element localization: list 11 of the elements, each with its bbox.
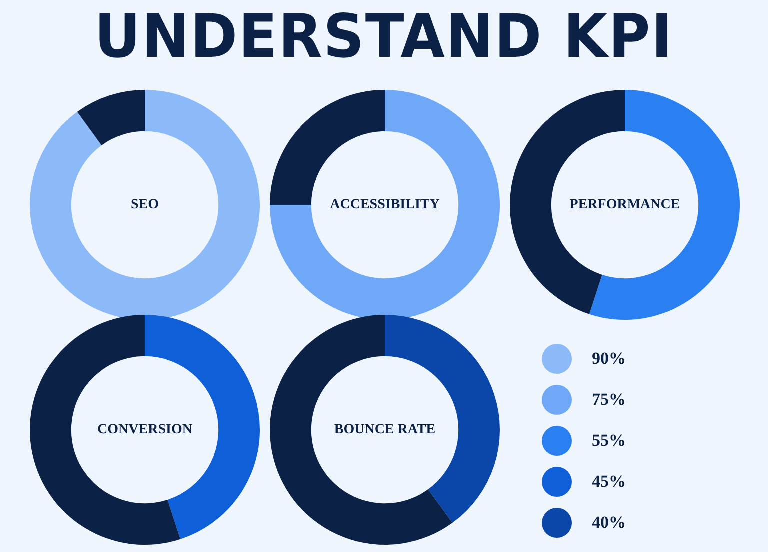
text: PERFORMANCE <box>570 198 680 213</box>
legend-label: 55% <box>592 430 626 450</box>
text: BOUNCE RATE <box>334 422 436 438</box>
text: UNDERSTAND KPI <box>93 2 675 72</box>
legend-label: 75% <box>592 390 626 410</box>
legend-label: 90% <box>592 348 626 368</box>
text: CONVERSION <box>98 422 192 438</box>
legend-label: 40% <box>592 512 626 532</box>
legend-label: 45% <box>592 472 626 492</box>
text: ACCESSIBILITY <box>330 198 440 213</box>
text: SEO <box>130 198 160 213</box>
